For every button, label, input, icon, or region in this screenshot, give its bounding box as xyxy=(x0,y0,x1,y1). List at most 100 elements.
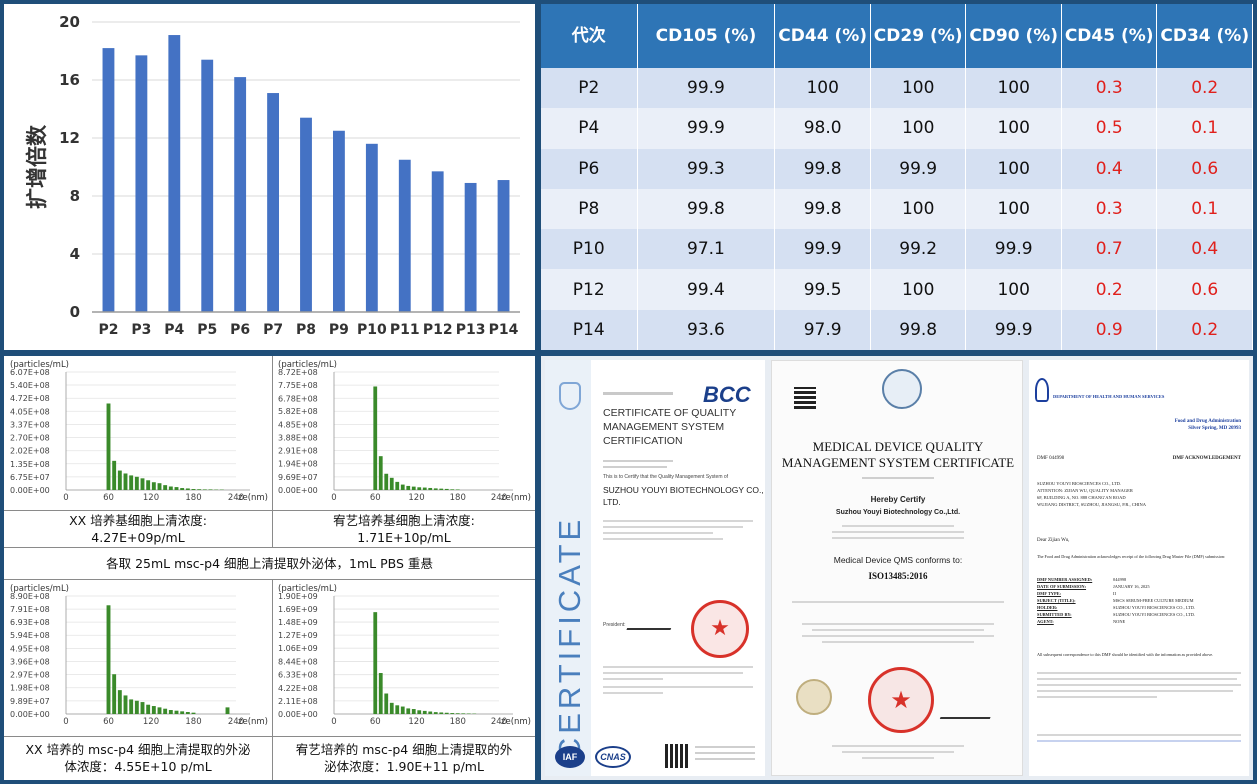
fda-field-row: AGENT: NONE xyxy=(1037,618,1243,625)
histogram-bar xyxy=(191,712,196,714)
table-cell: 99.9 xyxy=(774,229,871,270)
y-tick-label: 8 xyxy=(70,187,80,205)
cd-marker-table: 代次 CD105 (%) CD44 (%) CD29 (%) CD90 (%) … xyxy=(541,4,1253,350)
x-tick-label: 240 xyxy=(491,493,507,503)
qr-code-icon xyxy=(794,387,816,409)
certificates-panel: CERTIFICATE BCC CERTIFICATE OF QUALITY M… xyxy=(541,356,1253,780)
histogram-bar xyxy=(384,693,389,714)
title-line: MANAGEMENT SYSTEM CERTIFICATE xyxy=(781,455,1015,470)
bar xyxy=(135,55,148,312)
caption-value: 4.27E+09p/mL xyxy=(91,530,185,545)
x-tick-label: 120 xyxy=(408,493,424,503)
y-tick-label: 8.72E+08 xyxy=(278,368,318,377)
table-cell: 100 xyxy=(965,148,1062,189)
y-tick-label: 0.00E+00 xyxy=(10,486,50,495)
address-line: 6F, BUILDING A, NO. 888 CHANG'AN ROAD xyxy=(1037,495,1126,500)
table-cell: 0.3 xyxy=(1061,68,1158,109)
x-tick-label: 180 xyxy=(450,717,466,727)
y-tick-label: 1.94E+08 xyxy=(278,460,318,469)
table-row: P6 99.3 99.8 99.9 100 0.4 0.6 xyxy=(541,148,1253,189)
bar xyxy=(365,143,378,312)
y-unit-label: (particles/mL) xyxy=(278,360,337,370)
histogram-bar xyxy=(373,612,378,714)
fda-field-value: SUZHOU YOUYI BIOSCIENCES CO., LTD. xyxy=(1113,605,1196,610)
histogram-bar xyxy=(106,403,111,490)
table-cell: 99.5 xyxy=(774,269,871,310)
y-tick-label: 0.00E+00 xyxy=(10,710,50,719)
iso-standard: ISO13485:2016 xyxy=(868,571,928,581)
doc-line xyxy=(842,751,954,753)
doc-line xyxy=(603,520,753,522)
histogram-bar xyxy=(123,473,128,490)
table-cell: 99.9 xyxy=(637,108,776,149)
histogram-bar xyxy=(191,489,196,490)
histogram-bar xyxy=(400,706,405,714)
bar xyxy=(431,171,444,312)
table-cell: 99.9 xyxy=(637,68,776,109)
histogram-bar xyxy=(129,699,134,714)
histogram-bar xyxy=(146,480,151,490)
bar xyxy=(168,35,181,313)
histogram-bar xyxy=(134,700,139,714)
histogram-bar xyxy=(428,487,433,490)
caption-value: 体浓度：4.55E+10 p/mL xyxy=(64,759,212,774)
doc-line xyxy=(832,537,964,539)
caption-value: 泌体浓度：1.90E+11 p/mL xyxy=(324,759,484,774)
fda-body-2: All subsequent correspondence to this DM… xyxy=(1037,652,1214,657)
fda-field-row: SUBJECT (TITLE): MSCS SERUM-FREE CULTURE … xyxy=(1037,597,1243,604)
col-header-passage: 代次 xyxy=(541,4,638,68)
certificate-side-text: CERTIFICATE xyxy=(552,515,587,761)
histogram-bar xyxy=(112,674,117,714)
y-tick-label: 7.91E+08 xyxy=(10,605,50,614)
nta-histogram-youyi-exosome: (particles/mL) 0.00E+00 2.11E+08 4.22E+08 6.… xyxy=(278,584,531,727)
fda-field-value: JANUARY 16, 2025 xyxy=(1113,584,1150,589)
x-tick-label: 0 xyxy=(63,717,68,727)
doc-line xyxy=(695,746,755,748)
doc-line xyxy=(1037,672,1241,674)
company-seal-icon: ★ xyxy=(868,667,934,733)
x-tick-label: 240 xyxy=(228,717,244,727)
bar xyxy=(398,159,411,312)
y-tick-label: 0 xyxy=(70,303,80,321)
table-cell: P6 xyxy=(541,148,638,189)
y-tick-label: 20 xyxy=(59,13,80,31)
table-cell: 99.4 xyxy=(637,269,776,310)
histogram-bar xyxy=(378,456,383,490)
y-unit-label: (particles/mL) xyxy=(10,584,69,594)
fda-field-key: HOLDER: xyxy=(1037,605,1058,610)
table-cell: 0.4 xyxy=(1061,148,1158,189)
table-cell: P10 xyxy=(541,229,638,270)
y-tick-label: 1.27E+09 xyxy=(278,631,318,640)
hhs-eagle-icon xyxy=(1035,378,1049,402)
table-cell: 0.1 xyxy=(1156,108,1253,149)
iso-title: MEDICAL DEVICE QUALITY MANAGEMENT SYSTEM… xyxy=(772,439,1024,471)
fda-field-value: SUZHOU YOUYI BIOSCIENCES CO., LTD. xyxy=(1113,612,1196,617)
doc-line xyxy=(1037,678,1237,680)
doc-line xyxy=(603,672,743,674)
grid-divider xyxy=(4,510,535,511)
grid-divider xyxy=(4,579,535,580)
table-row: P2 99.9 100 100 100 0.3 0.2 xyxy=(541,68,1253,109)
col-header-cd29: CD29 (%) xyxy=(870,4,967,68)
table-cell: 97.1 xyxy=(637,229,776,270)
table-cell: P2 xyxy=(541,68,638,109)
certificate-sidebar xyxy=(545,360,591,776)
agency-line: Food and Drug Administration xyxy=(1174,419,1241,424)
y-tick-label: 1.98E+08 xyxy=(10,684,50,693)
histogram-bar xyxy=(134,476,139,490)
table-cell: 0.6 xyxy=(1156,269,1253,310)
histogram-bar xyxy=(433,488,438,490)
doc-line xyxy=(832,745,964,747)
table-cell: 100 xyxy=(870,269,967,310)
histogram-bar xyxy=(117,470,122,490)
fda-field-row: HOLDER: SUZHOU YOUYI BIOSCIENCES CO., LTD… xyxy=(1037,604,1243,611)
table-cell: 99.9 xyxy=(870,148,967,189)
table-cell: 99.2 xyxy=(870,229,967,270)
title-line: CERTIFICATE OF QUALITY xyxy=(603,407,737,419)
doc-line xyxy=(862,757,934,759)
table-cell: P8 xyxy=(541,188,638,230)
y-tick-label: 6.93E+08 xyxy=(10,618,50,627)
histogram-bar xyxy=(197,489,202,490)
fda-field-row: SUBMITTED BY: SUZHOU YOUYI BIOSCIENCES CO… xyxy=(1037,611,1243,618)
col-header-cd45: CD45 (%) xyxy=(1061,4,1158,68)
